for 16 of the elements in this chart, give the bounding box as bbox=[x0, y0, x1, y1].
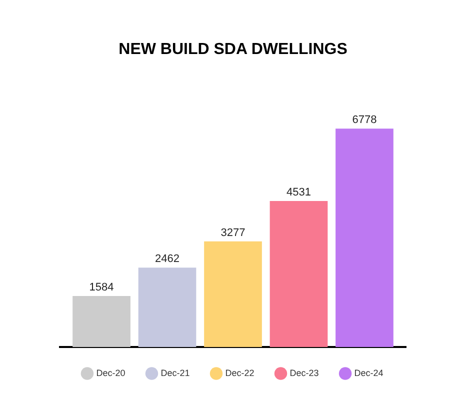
bar bbox=[204, 241, 262, 347]
data-label: 1584 bbox=[89, 281, 114, 294]
legend-label: Dec-21 bbox=[160, 368, 190, 378]
bar bbox=[270, 200, 328, 347]
bar bbox=[72, 296, 130, 347]
data-label: 6778 bbox=[352, 114, 377, 126]
legend-label: Dec-24 bbox=[354, 368, 384, 378]
data-label: 2462 bbox=[155, 253, 180, 266]
data-label: 4531 bbox=[286, 186, 311, 199]
legend-label: Dec-20 bbox=[96, 368, 126, 378]
legend-label: Dec-23 bbox=[290, 368, 319, 378]
legend-label: Dec-22 bbox=[225, 368, 254, 378]
bar bbox=[336, 128, 394, 347]
chart-title: NEW BUILD SDA DWELLINGS bbox=[118, 41, 348, 58]
bar bbox=[138, 268, 196, 347]
data-label: 3277 bbox=[220, 226, 246, 239]
